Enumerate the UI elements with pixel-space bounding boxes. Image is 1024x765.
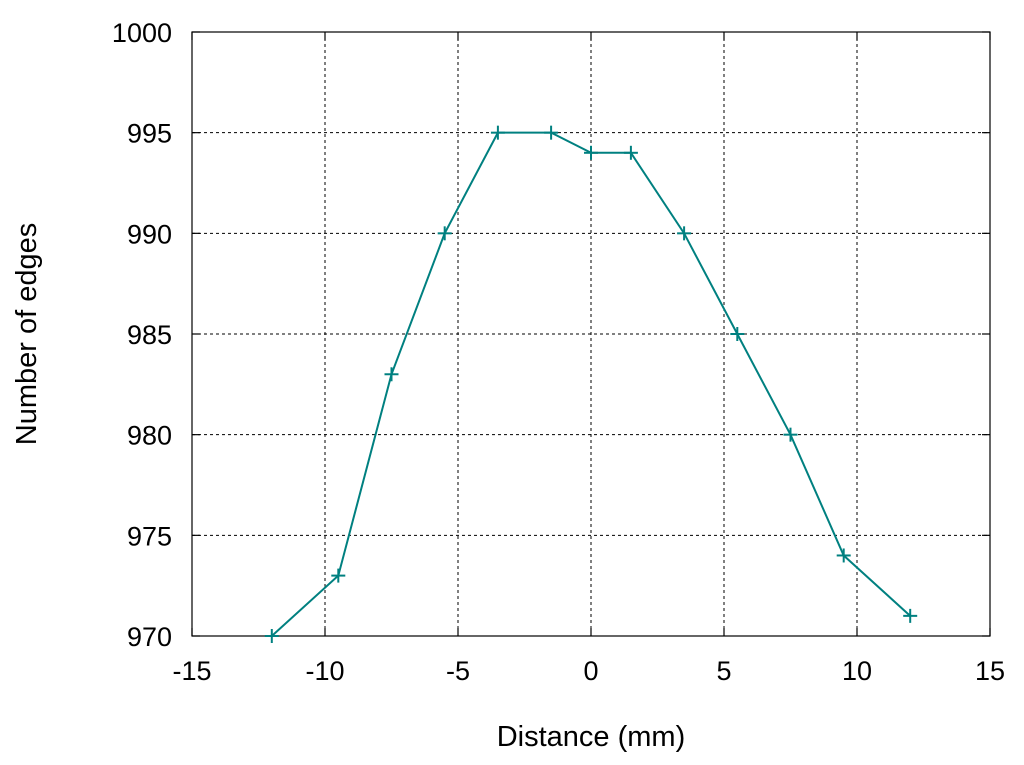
x-tick-label: 10 <box>842 656 872 686</box>
data-point-marker <box>730 327 745 341</box>
data-point-marker <box>544 125 559 140</box>
y-tick-label: 1000 <box>112 18 172 48</box>
data-point-marker <box>490 125 505 140</box>
axis-ticks: -15 -10 -5 0 5 10 15 970 975 980 985 990 995 1000 <box>112 18 1005 686</box>
y-tick-label: 970 <box>127 622 172 652</box>
data-point-marker <box>783 427 798 442</box>
x-tick-label: 0 <box>583 656 598 686</box>
y-tick-label: 990 <box>127 219 172 249</box>
data-point-marker <box>836 548 851 563</box>
data-point-marker <box>903 608 918 623</box>
y-tick-label: 980 <box>127 421 172 451</box>
x-tick-label: -10 <box>305 656 344 686</box>
data-point-marker <box>264 629 279 643</box>
data-point-marker <box>331 568 346 583</box>
y-tick-label: 985 <box>127 320 172 350</box>
x-tick-label: 15 <box>975 656 1005 686</box>
data-point-marker <box>677 226 692 241</box>
grid-lines <box>192 32 990 636</box>
y-tick-label: 975 <box>127 521 172 551</box>
data-point-marker <box>437 226 452 241</box>
data-point-marker <box>623 145 638 160</box>
y-tick-label: 995 <box>127 119 172 149</box>
data-point-marker <box>584 145 598 160</box>
data-point-marker <box>384 367 399 382</box>
x-tick-label: 5 <box>716 656 731 686</box>
x-tick-label: -5 <box>446 656 470 686</box>
data-series <box>264 125 918 643</box>
y-axis-title: Number of edges <box>11 223 43 445</box>
x-axis-title: Distance (mm) <box>497 721 686 753</box>
x-tick-label: -15 <box>172 656 211 686</box>
